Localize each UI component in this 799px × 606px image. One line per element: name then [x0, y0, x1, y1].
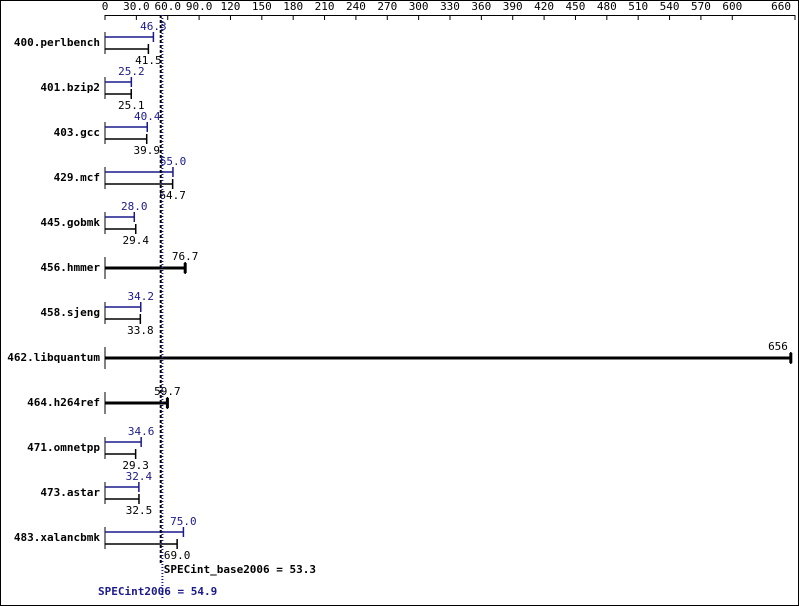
reference-label: SPECint_base2006 = 53.3	[164, 563, 316, 576]
category-label: 473.astar	[40, 486, 100, 499]
value-label: 656	[768, 340, 788, 353]
bar	[105, 77, 133, 87]
value-label: 46.3	[140, 20, 167, 33]
value-label: 34.2	[128, 290, 155, 303]
category-label: 464.h264ref	[27, 396, 100, 409]
x-tick-label: 510	[628, 0, 648, 13]
x-tick-label: 450	[566, 0, 586, 13]
category-label: 456.hmmer	[40, 261, 100, 274]
x-tick-label: 300	[409, 0, 429, 13]
value-label: 40.4	[134, 110, 161, 123]
x-tick-label: 570	[691, 0, 711, 13]
value-label: 32.5	[126, 504, 153, 517]
x-tick-label: 660	[771, 0, 791, 13]
category-label: 445.gobmk	[40, 216, 100, 229]
bar	[105, 527, 185, 537]
category-label: 471.omnetpp	[27, 441, 100, 454]
x-tick-label: 120	[221, 0, 241, 13]
category-label: 429.mcf	[54, 171, 100, 184]
x-tick-label: 600	[722, 0, 742, 13]
x-tick-label: 540	[660, 0, 680, 13]
bar	[105, 437, 142, 447]
category-label: 403.gcc	[54, 126, 100, 139]
x-tick-label: 30.0	[123, 0, 150, 13]
value-label: 29.3	[122, 459, 149, 472]
category-label: 462.libquantum	[7, 351, 100, 364]
reference-label: SPECint2006 = 54.9	[98, 585, 217, 598]
value-label: 76.7	[172, 250, 199, 263]
x-tick-label: 150	[252, 0, 272, 13]
bar	[105, 494, 140, 504]
x-tick-label: 90.0	[186, 0, 213, 13]
x-tick-label: 330	[440, 0, 460, 13]
x-tick-label: 270	[377, 0, 397, 13]
x-tick-label: 480	[597, 0, 617, 13]
bar	[105, 179, 174, 189]
x-tick-label: 360	[471, 0, 491, 13]
bar	[105, 32, 155, 42]
x-tick-label: 240	[346, 0, 366, 13]
value-label: 65.0	[160, 155, 187, 168]
value-label: 59.7	[154, 385, 181, 398]
value-label: 28.0	[121, 200, 148, 213]
bar	[105, 482, 140, 492]
bar	[105, 134, 148, 144]
bar	[105, 224, 137, 234]
category-label: 400.perlbench	[14, 36, 100, 49]
bar	[105, 314, 142, 324]
bar	[105, 449, 137, 459]
value-label: 41.5	[135, 54, 162, 67]
bar	[105, 212, 136, 222]
x-tick-label: 60.0	[154, 0, 181, 13]
x-tick-label: 390	[503, 0, 523, 13]
category-label: 401.bzip2	[40, 81, 100, 94]
x-tick-label: 210	[315, 0, 335, 13]
category-label: 458.sjeng	[40, 306, 100, 319]
bar	[105, 44, 150, 54]
bar	[105, 302, 142, 312]
value-label: 64.7	[159, 189, 186, 202]
bar	[105, 122, 148, 132]
value-label: 34.6	[128, 425, 155, 438]
x-tick-label: 0	[102, 0, 109, 13]
value-label: 29.4	[122, 234, 149, 247]
value-label: 25.2	[118, 65, 145, 78]
x-tick-label: 180	[283, 0, 303, 13]
value-label: 25.1	[118, 99, 145, 112]
value-label: 33.8	[127, 324, 154, 337]
x-tick-label: 420	[534, 0, 554, 13]
value-label: 39.9	[133, 144, 160, 157]
value-label: 75.0	[170, 515, 197, 528]
value-label: 69.0	[164, 549, 191, 562]
bar	[105, 89, 132, 99]
category-label: 483.xalancbmk	[14, 531, 100, 544]
value-label: 32.4	[126, 470, 153, 483]
bar	[105, 539, 178, 549]
